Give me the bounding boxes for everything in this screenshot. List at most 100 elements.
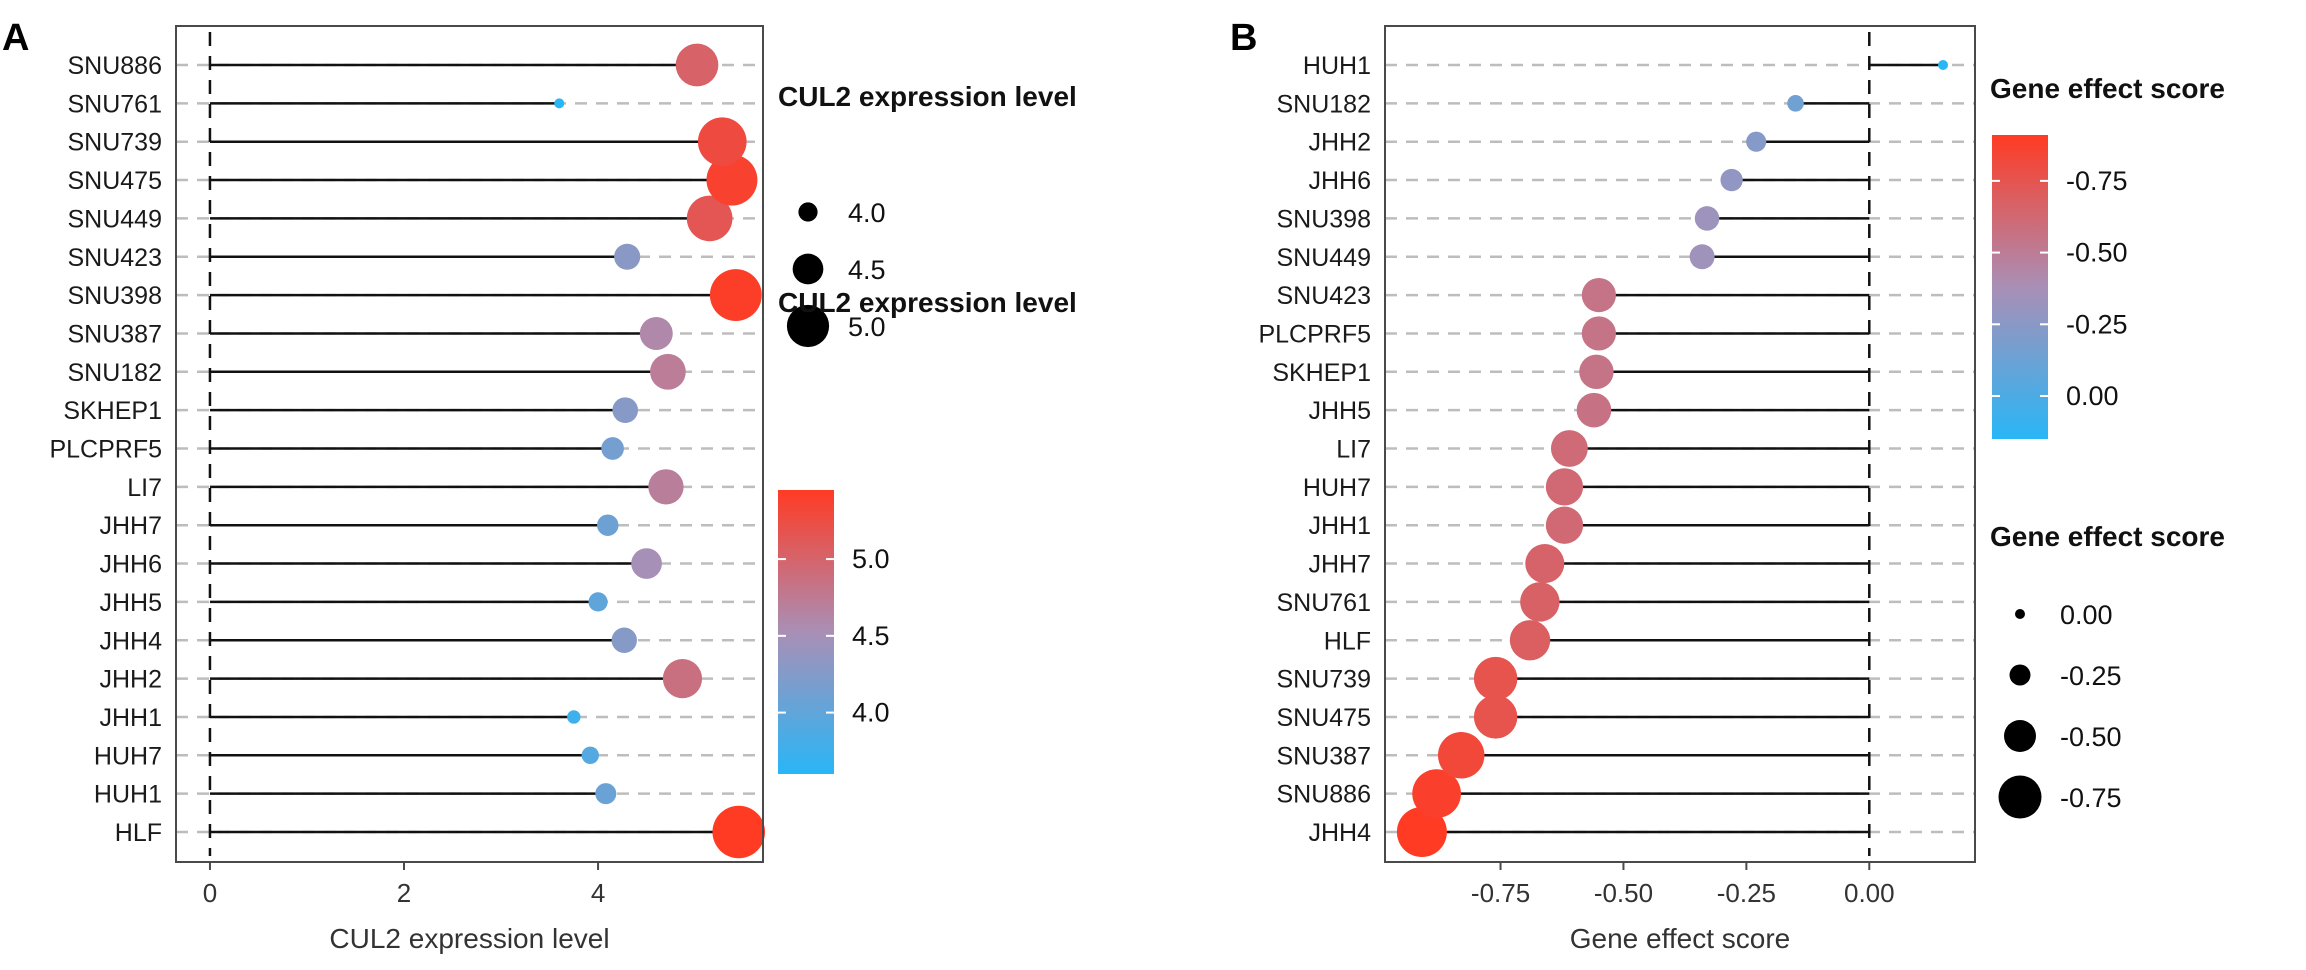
data-point [581, 746, 599, 764]
category-label: HUH7 [1303, 474, 1371, 502]
category-label: SNU739 [1277, 666, 1372, 694]
category-label: SKHEP1 [1272, 359, 1371, 387]
category-label: HUH1 [94, 781, 162, 809]
data-point [1581, 316, 1616, 351]
size-legend-label: -0.50 [2060, 722, 2122, 752]
category-label: SNU886 [68, 52, 163, 80]
category-label: SNU398 [1277, 205, 1372, 233]
panel-b-points [1396, 60, 1949, 858]
data-point [1473, 656, 1518, 701]
data-point [1412, 769, 1461, 819]
size-legend-label: -0.25 [2060, 661, 2122, 691]
panel-b-size-legend-title: Gene effect score [1990, 521, 2225, 552]
panel-a-x-ticks: 0 2 4 [203, 862, 605, 908]
category-label: SNU761 [1277, 589, 1372, 617]
colorbar-tick-label: -0.25 [2066, 309, 2128, 339]
category-label: SNU739 [68, 129, 163, 157]
data-point [1938, 60, 1949, 70]
category-label: JHH4 [1308, 819, 1371, 847]
x-tick-label: -0.75 [1471, 878, 1530, 908]
data-point [597, 514, 619, 536]
data-point [639, 316, 673, 350]
category-label: SNU182 [68, 359, 163, 387]
category-label: JHH2 [1308, 129, 1371, 157]
x-tick-label: 2 [397, 878, 411, 908]
data-point [1520, 582, 1560, 622]
x-tick-label: 4 [591, 878, 605, 908]
data-point [612, 397, 639, 423]
data-point [1694, 206, 1720, 231]
colorbar-tick-label: 0.00 [2066, 381, 2119, 411]
category-label: PLCPRF5 [49, 436, 162, 464]
panel-a-points [554, 43, 766, 859]
data-point [648, 469, 684, 505]
category-label: JHH6 [99, 551, 162, 579]
data-point [697, 117, 747, 167]
colorbar-tick-label: -0.75 [2066, 166, 2128, 196]
panel-a-label: A [2, 17, 29, 59]
category-label: SNU761 [68, 90, 163, 118]
data-point [595, 783, 617, 805]
category-label: JHH5 [99, 589, 162, 617]
panel-b-x-ticks: -0.75 -0.50 -0.25 0.00 [1471, 862, 1895, 908]
data-point [601, 437, 624, 460]
category-label: LI7 [1336, 436, 1371, 464]
panel-b-x-axis-title: Gene effect score [1570, 923, 1791, 954]
x-tick-label: 0.00 [1844, 878, 1895, 908]
colorbar-tick-label: 4.5 [852, 621, 890, 651]
category-label: SNU398 [68, 282, 163, 310]
data-point [1473, 695, 1518, 739]
size-legend-label: 0.00 [2060, 600, 2113, 630]
panel-b-size-legend: Gene effect score 0.00 -0.25 -0.50 -0.75 [1990, 521, 2225, 819]
panel-a-x-axis-title: CUL2 expression level [329, 923, 609, 954]
panel-b-color-legend-title: Gene effect score [1990, 73, 2225, 104]
category-label: JHH7 [99, 512, 162, 540]
panel-b-color-legend: Gene effect score -0.75 -0.50 -0.25 0.00 [1990, 73, 2225, 439]
data-point [567, 710, 581, 724]
data-point [675, 43, 719, 87]
panel-a-color-legend-title: CUL2 expression level [778, 287, 1077, 318]
category-label: HLF [115, 819, 162, 847]
data-point [650, 353, 686, 390]
size-legend-label: 4.5 [848, 255, 886, 285]
category-label: SNU387 [68, 320, 163, 348]
panel-b-category-labels: JHH4 SNU886 SNU387 SNU475 SNU739 HLF SNU761 JHH… [1258, 52, 1371, 847]
data-point [1550, 430, 1588, 467]
category-label: SNU475 [1277, 704, 1372, 732]
data-point [1787, 95, 1804, 112]
data-point [712, 805, 766, 859]
data-point [1545, 468, 1584, 506]
panel-a-colorbar [778, 490, 834, 774]
data-point [1689, 244, 1715, 270]
colorbar-tick-label: 4.0 [852, 698, 890, 728]
data-point [1746, 131, 1767, 152]
panel-b-colorbar [1992, 135, 2048, 439]
size-legend-label: 5.0 [848, 312, 886, 342]
data-point [1720, 168, 1743, 192]
category-label: JHH4 [99, 627, 162, 655]
panel-b-stems [1421, 63, 1944, 834]
size-legend-dot [2004, 720, 2036, 752]
data-point [1545, 506, 1584, 544]
data-point [554, 98, 565, 109]
panel-a-stems [209, 63, 739, 834]
category-label: HLF [1324, 627, 1371, 655]
category-label: JHH1 [1308, 512, 1371, 540]
data-point [1579, 354, 1614, 390]
category-label: SNU182 [1277, 90, 1372, 118]
panel-a-size-legend: CUL2 expression level 4.0 4.5 5.0 [778, 81, 1077, 348]
category-label: SNU387 [1277, 742, 1372, 770]
category-label: SNU886 [1277, 781, 1372, 809]
data-point [1509, 620, 1551, 661]
x-tick-label: -0.50 [1594, 878, 1653, 908]
data-point [631, 548, 662, 579]
category-label: JHH2 [99, 666, 162, 694]
data-point [1581, 278, 1616, 313]
data-point [1576, 392, 1612, 428]
size-legend-dot [798, 202, 818, 222]
data-point [1396, 806, 1447, 858]
panel-a-category-labels: HLF HUH1 HUH7 JHH1 JHH2 JHH4 JHH5 JHH6 JHH7 LI7 PL… [49, 52, 162, 847]
data-point [611, 627, 637, 653]
panel-b-chart: B JHH4SNU886SNU387SNU475SNU739HLFSNU761J… [1230, 17, 2225, 954]
